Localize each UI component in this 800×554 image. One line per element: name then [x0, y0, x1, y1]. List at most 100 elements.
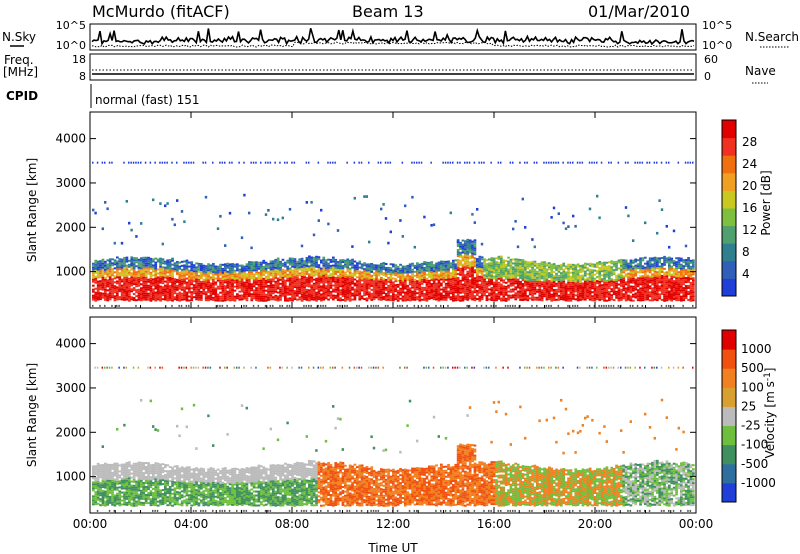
data-cell	[492, 299, 496, 302]
data-cell	[351, 274, 354, 277]
data-cell	[168, 290, 172, 293]
data-cell	[344, 281, 347, 284]
data-cell	[358, 286, 362, 289]
data-cell	[147, 280, 150, 283]
data-cell	[459, 259, 462, 262]
data-cell	[214, 287, 218, 290]
data-cell	[581, 296, 585, 299]
data-cell	[557, 266, 561, 269]
data-cell	[689, 277, 693, 280]
data-cell	[339, 304, 341, 307]
data-cell	[377, 296, 381, 299]
data-cell	[495, 295, 498, 298]
data-cell	[317, 286, 321, 289]
data-cell	[507, 272, 510, 275]
data-cell	[322, 280, 326, 283]
data-cell	[128, 221, 131, 225]
data-cell	[521, 269, 525, 272]
data-cell	[257, 304, 260, 307]
data-cell	[384, 304, 387, 307]
data-cell	[521, 265, 525, 268]
data-cell	[159, 289, 162, 292]
data-cell	[675, 285, 678, 288]
data-cell	[555, 276, 558, 279]
data-cell	[452, 291, 455, 294]
colorbar-segment	[722, 208, 736, 227]
data-cell	[204, 265, 208, 268]
data-cell	[476, 284, 479, 287]
data-cell	[171, 297, 174, 300]
data-cell	[593, 304, 596, 307]
data-cell	[293, 292, 297, 295]
data-cell	[490, 257, 494, 260]
data-cell	[185, 297, 189, 300]
data-cell	[435, 296, 438, 299]
data-cell	[149, 291, 153, 294]
data-cell	[166, 261, 170, 264]
data-cell	[267, 298, 270, 301]
data-cell	[240, 282, 244, 285]
y-tick-label: 4000	[55, 132, 86, 146]
data-cell	[442, 280, 446, 283]
data-cell	[689, 273, 693, 276]
data-cell	[166, 285, 170, 288]
data-cell	[428, 273, 431, 276]
data-cell	[243, 275, 246, 278]
data-cell	[459, 299, 462, 302]
data-cell	[219, 277, 222, 280]
data-cell	[113, 275, 117, 278]
data-cell	[228, 279, 232, 282]
data-cell	[324, 271, 328, 274]
data-cell	[96, 282, 100, 285]
data-cell	[620, 272, 623, 275]
data-cell	[226, 278, 230, 281]
data-cell	[425, 283, 429, 286]
data-cell	[567, 287, 570, 290]
data-cell	[202, 280, 206, 283]
data-cell	[543, 273, 546, 276]
data-cell	[320, 271, 323, 274]
data-cell	[101, 260, 105, 263]
data-cell	[509, 294, 513, 297]
data-cell	[363, 290, 366, 293]
data-cell	[562, 274, 566, 277]
data-cell	[142, 286, 146, 289]
data-cell	[603, 275, 606, 278]
data-cell	[267, 266, 270, 269]
data-cell	[581, 288, 585, 291]
data-cell	[298, 274, 302, 277]
data-cell	[368, 293, 371, 296]
data-cell	[447, 262, 450, 265]
data-cell	[459, 281, 462, 284]
data-cell	[624, 206, 628, 209]
data-cell	[368, 287, 371, 290]
data-cell	[298, 296, 302, 299]
data-cell	[495, 283, 498, 286]
data-cell	[308, 304, 310, 307]
data-cell	[384, 296, 388, 299]
data-cell	[560, 290, 563, 293]
data-cell	[461, 287, 465, 290]
data-cell	[449, 292, 453, 295]
data-cell	[142, 274, 146, 277]
data-cell	[267, 274, 270, 277]
data-cell	[687, 274, 690, 277]
data-cell	[675, 297, 678, 300]
data-cell	[636, 265, 640, 268]
data-cell	[677, 287, 681, 290]
data-cell	[125, 268, 129, 271]
data-cell	[250, 273, 254, 276]
data-cell	[521, 279, 525, 282]
data-cell	[408, 297, 412, 300]
data-cell	[142, 258, 146, 261]
data-cell	[404, 285, 407, 288]
data-cell	[224, 277, 227, 280]
data-cell	[341, 286, 345, 289]
data-cell	[420, 268, 424, 271]
data-cell	[497, 265, 501, 268]
data-cell	[622, 293, 626, 296]
data-cell	[459, 253, 462, 256]
data-cell	[264, 285, 268, 288]
data-cell	[668, 278, 671, 281]
data-cell	[152, 260, 155, 263]
